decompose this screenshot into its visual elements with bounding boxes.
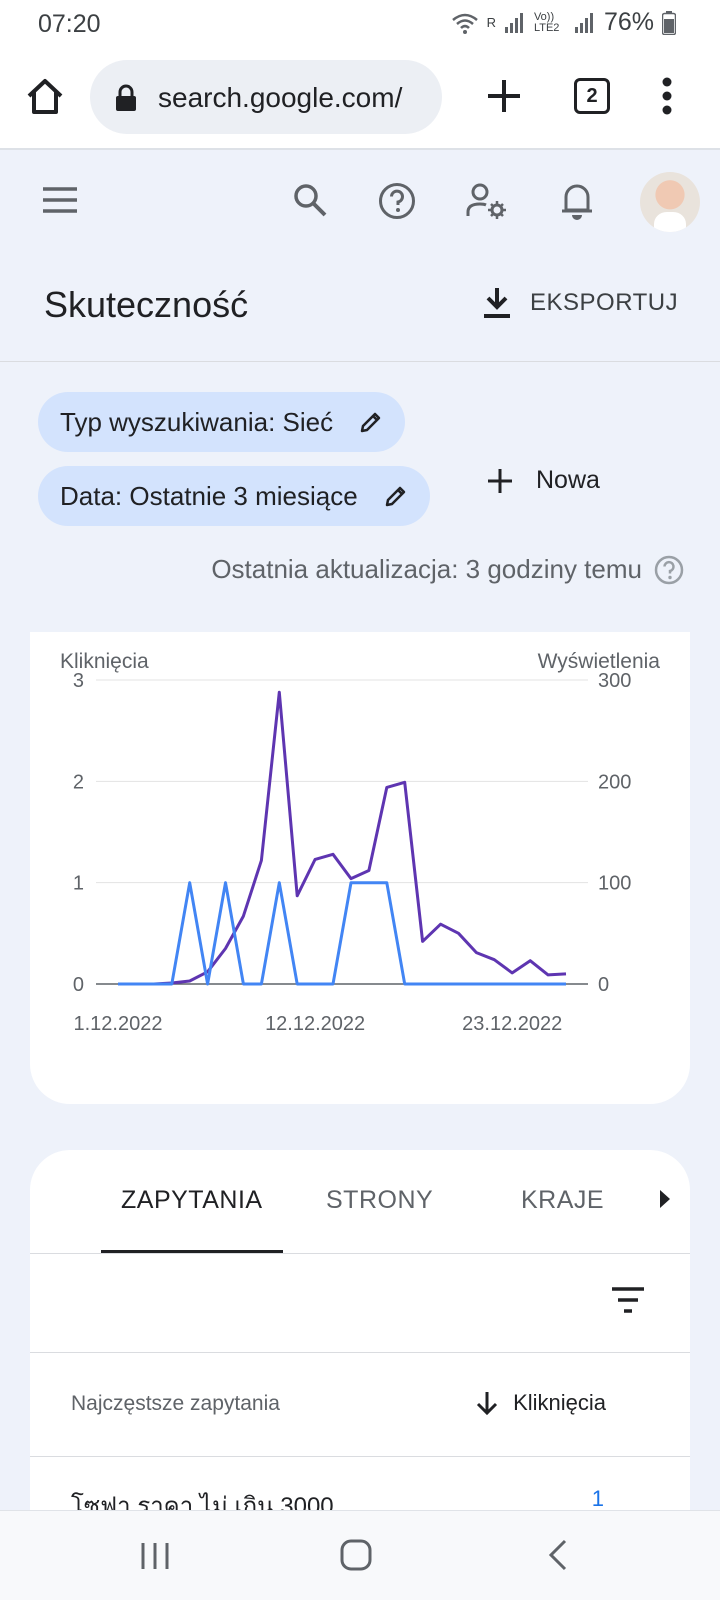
app-header <box>0 150 720 254</box>
left-tick-label: 3 <box>73 670 84 692</box>
address-bar[interactable]: search.google.com/ <box>90 60 442 134</box>
performance-chart-card: Kliknięcia Wyświetlenia 0 1 2 3 0 100 200 300 1.… <box>30 632 690 1104</box>
new-filter-button[interactable]: Nowa <box>486 466 600 495</box>
performance-chart: Kliknięcia Wyświetlenia 0 1 2 3 0 100 200 300 1.… <box>60 650 661 1035</box>
tab-queries[interactable]: ZAPYTANIA <box>121 1186 263 1214</box>
last-update-text: Ostatnia aktualizacja: 3 godziny temu <box>211 554 642 584</box>
left-tick-label: 1 <box>73 873 84 895</box>
help-icon[interactable] <box>378 182 416 220</box>
divider <box>30 1456 690 1457</box>
export-button[interactable]: EKSPORTUJ <box>482 286 678 320</box>
x-tick-label: 1.12.2022 <box>74 1013 163 1035</box>
status-indicators: R Vo)) LTE2 76% <box>451 8 676 37</box>
signal-icon <box>504 12 523 33</box>
home-nav-icon[interactable] <box>340 1539 372 1571</box>
notifications-icon[interactable] <box>560 180 594 220</box>
new-tab-icon[interactable] <box>484 76 524 116</box>
network-r-label: R <box>486 15 496 30</box>
arrow-down-icon <box>477 1392 498 1416</box>
volte-label: Vo)) LTE2 <box>533 10 560 34</box>
filter-list-icon[interactable] <box>610 1286 646 1314</box>
left-tick-label: 0 <box>73 974 84 996</box>
tabs-scroll-right-icon[interactable] <box>660 1190 670 1208</box>
wifi-icon <box>451 13 478 34</box>
battery-percent: 76% <box>603 8 654 36</box>
tab-pages[interactable]: STRONY <box>326 1186 434 1214</box>
search-type-filter-chip[interactable]: Typ wyszukiwania: Sieć <box>38 392 406 452</box>
column-header-clicks-label: Kliknięcia <box>513 1390 606 1415</box>
new-filter-label: Nowa <box>536 466 600 494</box>
date-filter-chip[interactable]: Data: Ostatnie 3 miesiące <box>38 466 430 526</box>
lock-icon <box>116 84 136 111</box>
more-vert-icon[interactable] <box>660 76 674 116</box>
menu-icon[interactable] <box>42 186 78 214</box>
home-icon[interactable] <box>24 76 66 118</box>
page-header: Skuteczność EKSPORTUJ <box>0 254 720 362</box>
queries-table-card: ZAPYTANIA STRONY KRAJE Najczęstsze zapyt… <box>30 1150 690 1520</box>
left-axis-title: Kliknięcia <box>60 650 149 673</box>
edit-icon <box>360 412 381 433</box>
export-label: EKSPORTUJ <box>530 289 679 316</box>
right-axis-title: Wyświetlenia <box>538 650 661 673</box>
clicks-line <box>118 881 566 986</box>
signal-icon <box>574 12 593 33</box>
add-icon <box>488 468 512 493</box>
left-tick-label: 2 <box>73 771 84 793</box>
page-title: Skuteczność <box>44 284 249 325</box>
right-tick-label: 100 <box>598 873 631 895</box>
browser-toolbar: search.google.com/ 2 <box>0 46 720 150</box>
recent-apps-icon[interactable] <box>140 1541 170 1571</box>
x-tick-label: 12.12.2022 <box>265 1013 365 1035</box>
url-text: search.google.com/ <box>158 82 403 113</box>
back-icon[interactable] <box>548 1539 568 1571</box>
avatar[interactable] <box>640 172 700 232</box>
right-tick-label: 300 <box>598 670 631 692</box>
divider <box>30 1253 690 1254</box>
impressions-line <box>118 690 567 986</box>
right-tick-label: 200 <box>598 771 631 793</box>
edit-icon <box>385 486 405 507</box>
status-bar: 07:20 R Vo)) LTE2 76% <box>0 0 720 46</box>
download-icon <box>484 288 510 318</box>
divider <box>30 1352 690 1353</box>
table-row-clicks: 1 <box>591 1486 604 1511</box>
tab-switcher-button[interactable]: 2 <box>574 78 610 114</box>
x-tick-label: 23.12.2022 <box>462 1013 562 1035</box>
column-header-clicks[interactable]: Kliknięcia <box>475 1390 606 1416</box>
active-tab-indicator <box>101 1250 283 1253</box>
column-header-queries[interactable]: Najczęstsze zapytania <box>71 1392 280 1415</box>
tab-countries[interactable]: KRAJE <box>521 1186 605 1214</box>
right-tick-label: 0 <box>598 974 609 996</box>
manage-users-icon[interactable] <box>466 182 508 220</box>
battery-icon <box>662 10 676 35</box>
help-icon[interactable] <box>654 555 684 585</box>
system-navigation-bar <box>0 1510 720 1600</box>
date-filter-label: Data: Ostatnie 3 miesiące <box>60 480 358 511</box>
status-time: 07:20 <box>38 10 101 38</box>
search-type-filter-label: Typ wyszukiwania: Sieć <box>60 406 334 437</box>
last-update-info: Ostatnia aktualizacja: 3 godziny temu <box>211 554 684 585</box>
search-icon[interactable] <box>292 182 328 218</box>
